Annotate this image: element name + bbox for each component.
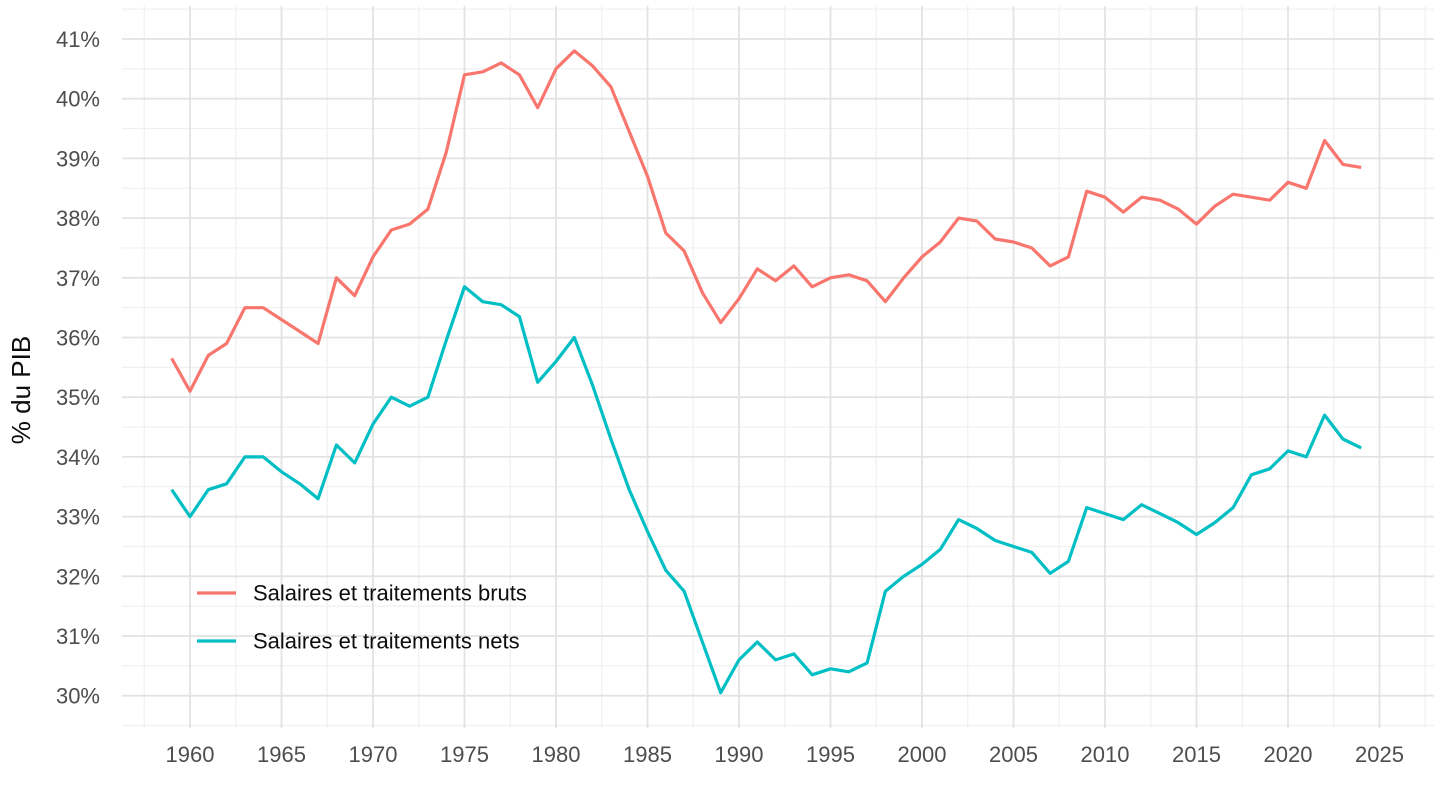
legend-label-bruts: Salaires et traitements bruts	[253, 581, 527, 606]
y-tick-label: 31%	[56, 624, 100, 649]
y-tick-label: 40%	[56, 87, 100, 112]
y-axis-title: % du PIB	[6, 336, 36, 444]
gridlines-major	[122, 6, 1434, 728]
y-tick-label: 39%	[56, 146, 100, 171]
y-tick-label: 38%	[56, 206, 100, 231]
y-tick-label: 32%	[56, 564, 100, 589]
x-tick-label: 1975	[440, 742, 489, 767]
y-tick-label: 35%	[56, 385, 100, 410]
legend-label-nets: Salaires et traitements nets	[253, 629, 520, 654]
y-tick-label: 34%	[56, 445, 100, 470]
x-tick-label: 1985	[623, 742, 672, 767]
x-tick-label: 1960	[166, 742, 215, 767]
x-tick-label: 2010	[1081, 742, 1130, 767]
x-tick-label: 1995	[806, 742, 855, 767]
x-axis-tick-labels: 1960 1965 1970 1975 1980 1985 1990 1995 2000 2005…	[166, 742, 1404, 767]
x-tick-label: 1965	[257, 742, 306, 767]
x-tick-label: 2000	[898, 742, 947, 767]
gridlines-minor	[122, 6, 1434, 728]
y-tick-label: 41%	[56, 27, 100, 52]
x-tick-label: 2025	[1355, 742, 1404, 767]
y-tick-label: 37%	[56, 266, 100, 291]
x-tick-label: 2015	[1172, 742, 1221, 767]
series-lines	[170, 49, 1362, 695]
x-tick-label: 1990	[715, 742, 764, 767]
x-tick-label: 2005	[989, 742, 1038, 767]
y-axis-tick-labels: 30% 31% 32% 33% 34% 35% 36% 37% 38% 39% 40% 41%	[56, 27, 100, 709]
y-tick-label: 33%	[56, 505, 100, 530]
series-line-bruts	[170, 49, 1362, 393]
series-line-nets	[170, 285, 1362, 695]
x-tick-label: 2020	[1264, 742, 1313, 767]
x-tick-label: 1980	[532, 742, 581, 767]
y-tick-label: 36%	[56, 326, 100, 351]
legend: Salaires et traitements bruts Salaires e…	[197, 581, 527, 654]
x-tick-label: 1970	[349, 742, 398, 767]
y-tick-label: 30%	[56, 684, 100, 709]
